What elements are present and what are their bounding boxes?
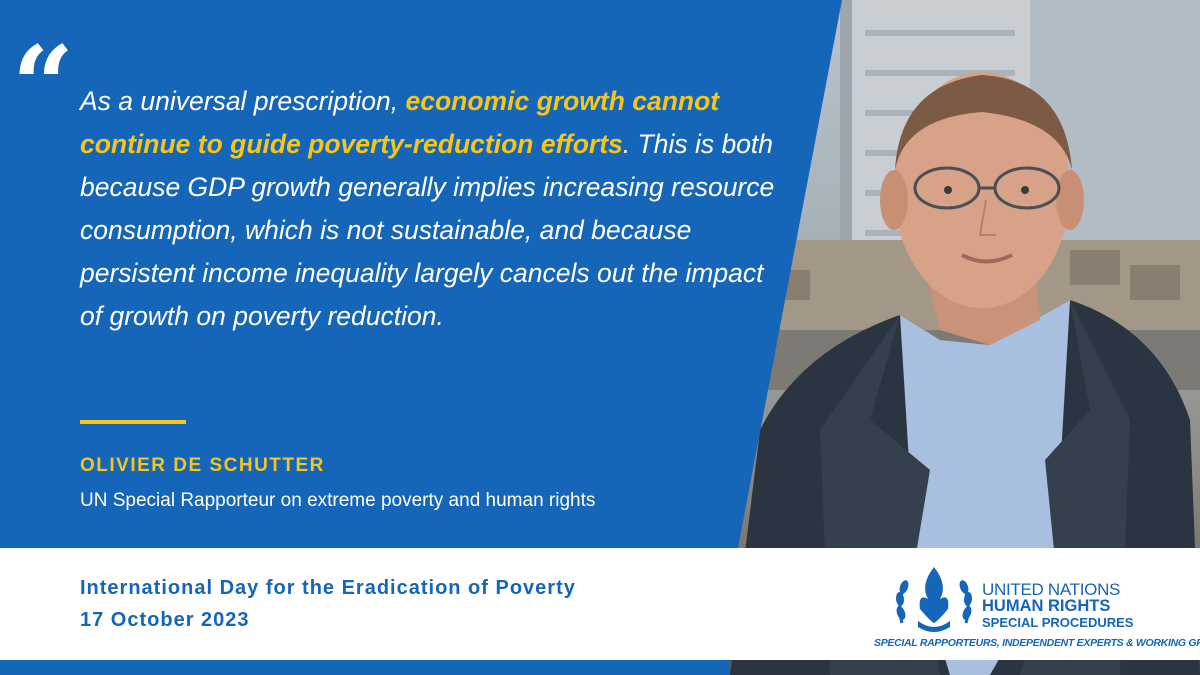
- accent-divider: [80, 420, 186, 424]
- quote-highlight: economic growth cannot continue to guide…: [80, 86, 720, 159]
- quote-text-after: . This is both because GDP growth genera…: [80, 129, 775, 331]
- speaker-role: UN Special Rapporteur on extreme poverty…: [80, 490, 596, 511]
- quote-text: As a universal prescription, economic gr…: [80, 80, 780, 338]
- logo-line-sp: SPECIAL PROCEDURES: [982, 615, 1134, 630]
- bottom-accent-bar: [0, 660, 730, 675]
- quote-text-before: As a universal prescription,: [80, 86, 406, 116]
- quote-panel: “ As a universal prescription, economic …: [0, 0, 842, 548]
- un-human-rights-logo: UNITED NATIONS HUMAN RIGHTS SPECIAL PROC…: [872, 563, 1200, 653]
- footer: International Day for the Eradication of…: [0, 548, 1200, 660]
- event-title: International Day for the Eradication of…: [80, 577, 576, 599]
- quote-mark-icon: “: [12, 23, 74, 149]
- logo-tagline: SPECIAL RAPPORTEURS, INDEPENDENT EXPERTS…: [874, 637, 1200, 649]
- speaker-name: OLIVIER DE SCHUTTER: [80, 455, 325, 476]
- logo-line-un: UNITED NATIONS: [982, 580, 1121, 599]
- event-block: International Day for the Eradication of…: [80, 572, 576, 636]
- event-date: 17 October 2023: [80, 609, 250, 631]
- un-human-rights-emblem-icon: [895, 567, 973, 632]
- logo-line-hr: HUMAN RIGHTS: [982, 597, 1111, 615]
